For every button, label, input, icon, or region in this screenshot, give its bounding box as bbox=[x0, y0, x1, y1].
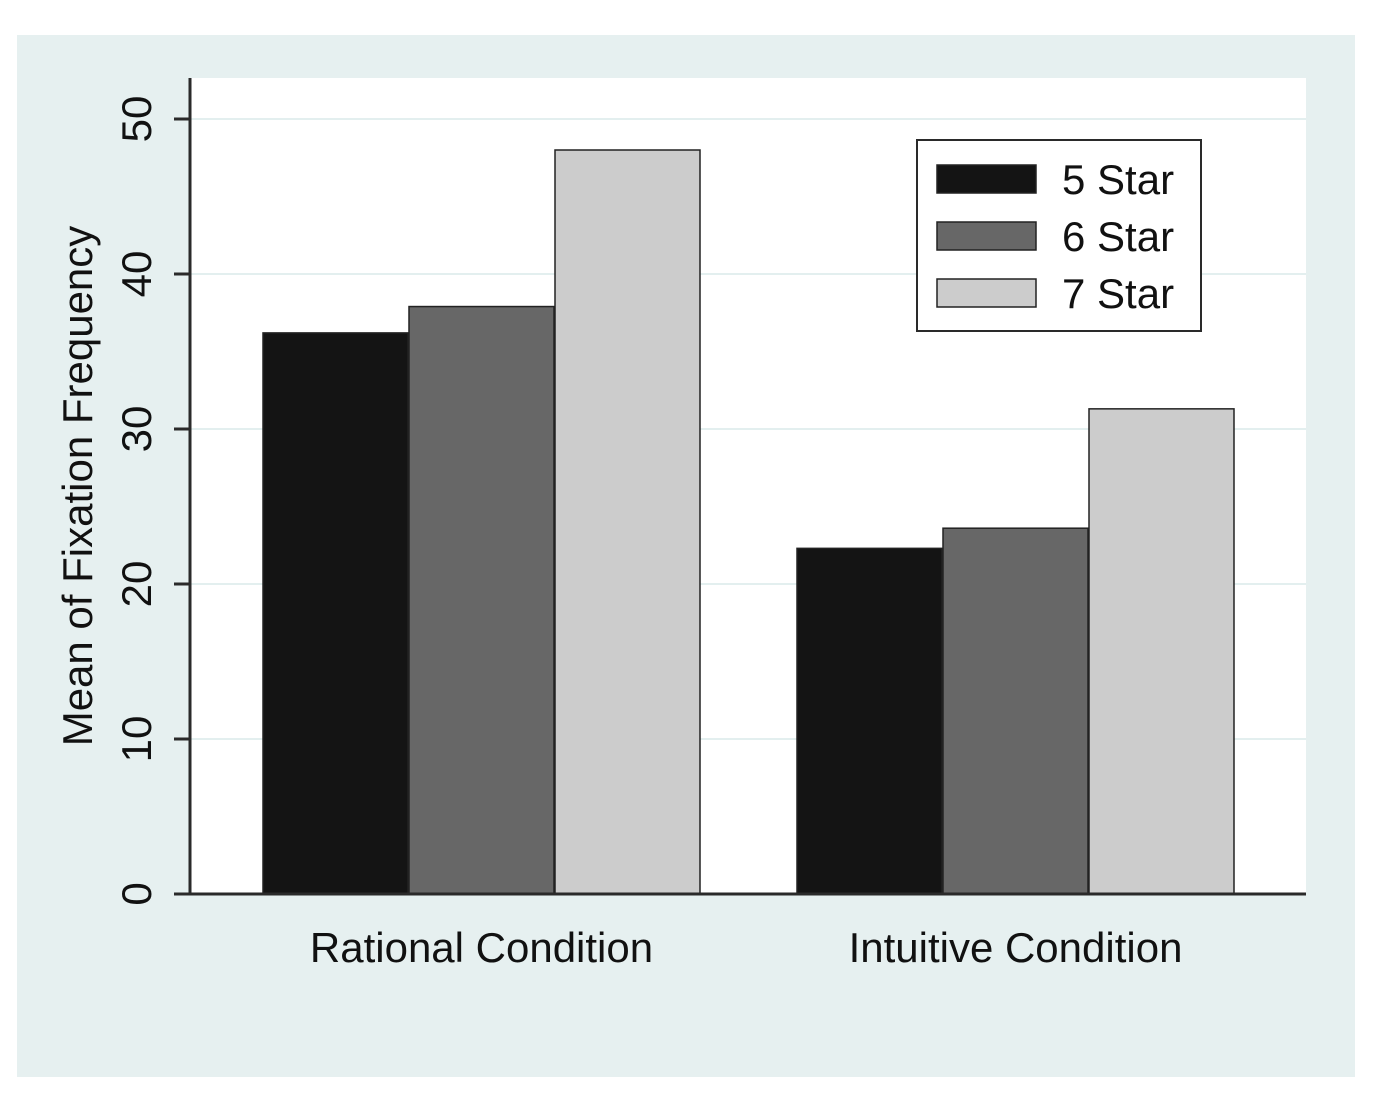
y-tick-label: 0 bbox=[113, 882, 160, 905]
y-tick-label: 20 bbox=[113, 561, 160, 608]
y-tick-label: 50 bbox=[113, 96, 160, 143]
legend-label: 7 Star bbox=[1062, 270, 1174, 317]
legend-swatch bbox=[936, 278, 1037, 308]
legend-swatch bbox=[936, 164, 1037, 194]
bar-6-star-intuitive bbox=[942, 527, 1089, 895]
y-tick-label: 30 bbox=[113, 406, 160, 453]
axes bbox=[174, 78, 1306, 896]
y-axis-label: Mean of Fixation Frequency bbox=[54, 226, 101, 747]
bar-7-star-intuitive bbox=[1088, 408, 1235, 895]
x-category-label: Rational Condition bbox=[310, 924, 653, 971]
legend-label: 6 Star bbox=[1062, 213, 1174, 260]
legend-swatch bbox=[936, 221, 1037, 251]
x-category-labels: Rational Condition Intuitive Condition bbox=[310, 924, 1183, 971]
y-tick-labels: 0 10 20 30 40 50 bbox=[113, 96, 190, 906]
y-tick-label: 40 bbox=[113, 251, 160, 298]
legend-label: 5 Star bbox=[1062, 156, 1174, 203]
bar-5-star-intuitive bbox=[796, 547, 943, 895]
bars bbox=[262, 149, 1235, 895]
bar-6-star-rational bbox=[408, 305, 555, 895]
x-category-label: Intuitive Condition bbox=[849, 924, 1183, 971]
legend: 5 Star 6 Star 7 Star bbox=[916, 139, 1202, 332]
bar-7-star-rational bbox=[554, 149, 701, 895]
y-tick-label: 10 bbox=[113, 716, 160, 763]
bar-5-star-rational bbox=[262, 332, 409, 895]
